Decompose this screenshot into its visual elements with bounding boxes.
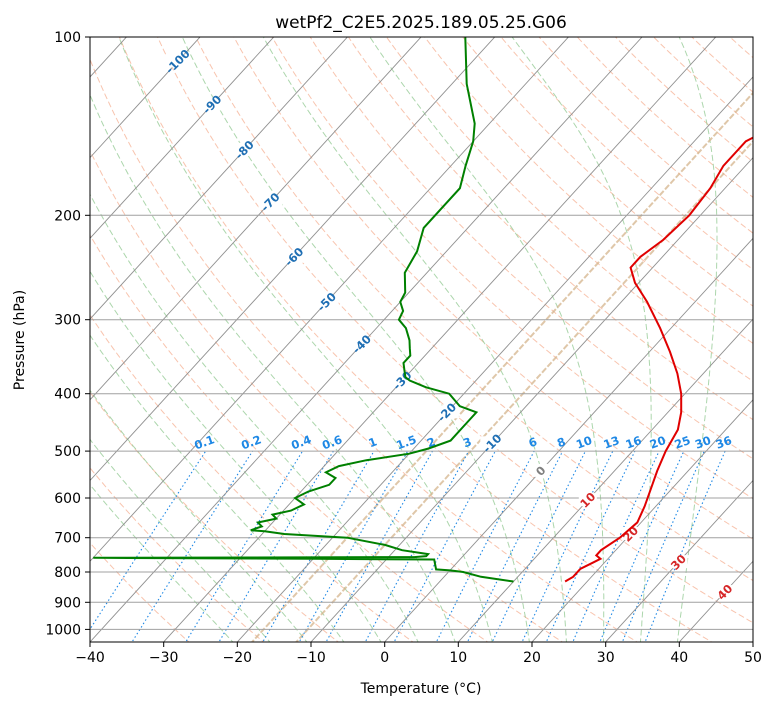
mixing-ratio-line	[185, 450, 304, 642]
x-tick-label: 0	[380, 650, 389, 666]
temperature-profile	[564, 136, 753, 583]
y-tick-label: 500	[54, 444, 81, 460]
y-tick-label: 800	[54, 565, 81, 581]
mixing-ratio-line	[621, 450, 705, 642]
mixing-ratio-line	[90, 450, 207, 631]
isotherm-label-background	[480, 436, 505, 450]
mixing-ratio-label: 30	[693, 433, 713, 452]
moist-adiabat	[369, 37, 605, 642]
isotherm-label-background	[621, 527, 640, 540]
dry-adiabat	[90, 58, 638, 642]
y-tick-label: 700	[54, 531, 81, 547]
isotherm	[310, 156, 753, 642]
x-tick-label: −30	[149, 650, 179, 666]
x-tick-label: −40	[75, 650, 105, 666]
isotherm-label-background	[200, 97, 225, 111]
moist-adiabat	[118, 37, 493, 642]
dry-adiabat	[347, 37, 753, 421]
dry-adiabat	[385, 37, 753, 382]
x-tick-label: 20	[523, 650, 541, 666]
isotherm-label-background	[165, 54, 190, 68]
mixing-ratio-line	[435, 450, 535, 642]
chart-title: wetPf2_C2E5.2025.189.05.25.G06	[275, 13, 567, 33]
x-tick-label: −20	[223, 650, 253, 666]
x-tick-label: 10	[449, 650, 467, 666]
isotherm-label-background	[282, 249, 307, 263]
y-tick-label: 300	[54, 313, 81, 329]
isotherm-label-background	[232, 142, 257, 156]
isotherm	[90, 37, 201, 159]
mixing-ratio-label: 16	[624, 433, 644, 452]
isotherm-label-background	[258, 195, 283, 209]
y-tick-label: 400	[54, 387, 81, 403]
dry-adiabat	[424, 37, 753, 344]
mixing-ratio-label: 0.4	[289, 432, 313, 452]
dewpoint-profile	[93, 37, 514, 583]
x-tick-label: −10	[296, 650, 326, 666]
isotherm-label-background	[314, 294, 339, 308]
isotherm-label-background	[578, 493, 597, 507]
moist-adiabat	[676, 37, 718, 642]
isotherm	[604, 479, 753, 642]
background-lines	[90, 37, 753, 642]
isotherm-label-background	[531, 463, 550, 477]
isotherm-label-background	[715, 585, 734, 599]
isotherm-label-background	[669, 555, 688, 569]
isotherm	[457, 318, 753, 642]
y-axis-label: Pressure (hPa)	[12, 290, 28, 390]
isotherm-label-background	[349, 337, 374, 351]
isotherm	[383, 237, 753, 642]
mixing-ratio-label: 13	[602, 433, 622, 452]
y-tick-label: 200	[54, 208, 81, 224]
mixing-ratio-label: 20	[648, 433, 668, 452]
profile-series	[93, 37, 753, 583]
mixing-ratio-label: 10	[574, 433, 594, 452]
mixing-ratio-line	[262, 450, 375, 642]
y-tick-label: 600	[54, 491, 81, 507]
mixing-ratio-label: 36	[714, 433, 734, 452]
mixing-ratio-line	[545, 450, 636, 642]
isotherm	[90, 37, 570, 562]
mixing-ratio-line	[364, 450, 470, 642]
dry-adiabat	[271, 37, 753, 500]
isotherm-label-background	[434, 405, 459, 419]
y-tick-label: 100	[54, 30, 81, 46]
y-tick-label: 900	[54, 595, 81, 611]
mixing-ratio-label: 1.5	[394, 432, 418, 452]
mixing-ratio-line	[393, 450, 496, 642]
x-tick-label: 50	[744, 650, 762, 666]
isotherm	[236, 76, 753, 642]
y-tick-label: 1000	[45, 622, 81, 638]
isotherm	[90, 37, 349, 320]
moist-adiabat	[262, 37, 567, 642]
isotherm-label-background	[390, 373, 415, 387]
x-tick-label: 30	[597, 650, 615, 666]
isotherm	[90, 37, 496, 482]
x-axis-label: Temperature (°C)	[360, 681, 482, 697]
plot-frame	[89, 36, 754, 643]
mixing-ratio-label: 0.2	[239, 432, 263, 452]
mixing-ratio-label: 0.1	[192, 432, 216, 452]
isotherm	[90, 37, 422, 401]
dry-adiabat	[195, 37, 753, 582]
isotherm	[162, 37, 717, 642]
dry-adiabat	[233, 37, 753, 540]
mixing-ratio-label: 0.6	[320, 432, 344, 452]
x-tick-label: 40	[670, 650, 688, 666]
axes: −40 −30 −20 −10 0 10 20 30 40 50 1000 900 800 700 600 5…	[45, 30, 762, 666]
isotherm	[531, 399, 753, 642]
isotherm	[90, 37, 275, 240]
isotherm	[90, 37, 643, 642]
mixing-ratio-label: 25	[673, 433, 693, 452]
